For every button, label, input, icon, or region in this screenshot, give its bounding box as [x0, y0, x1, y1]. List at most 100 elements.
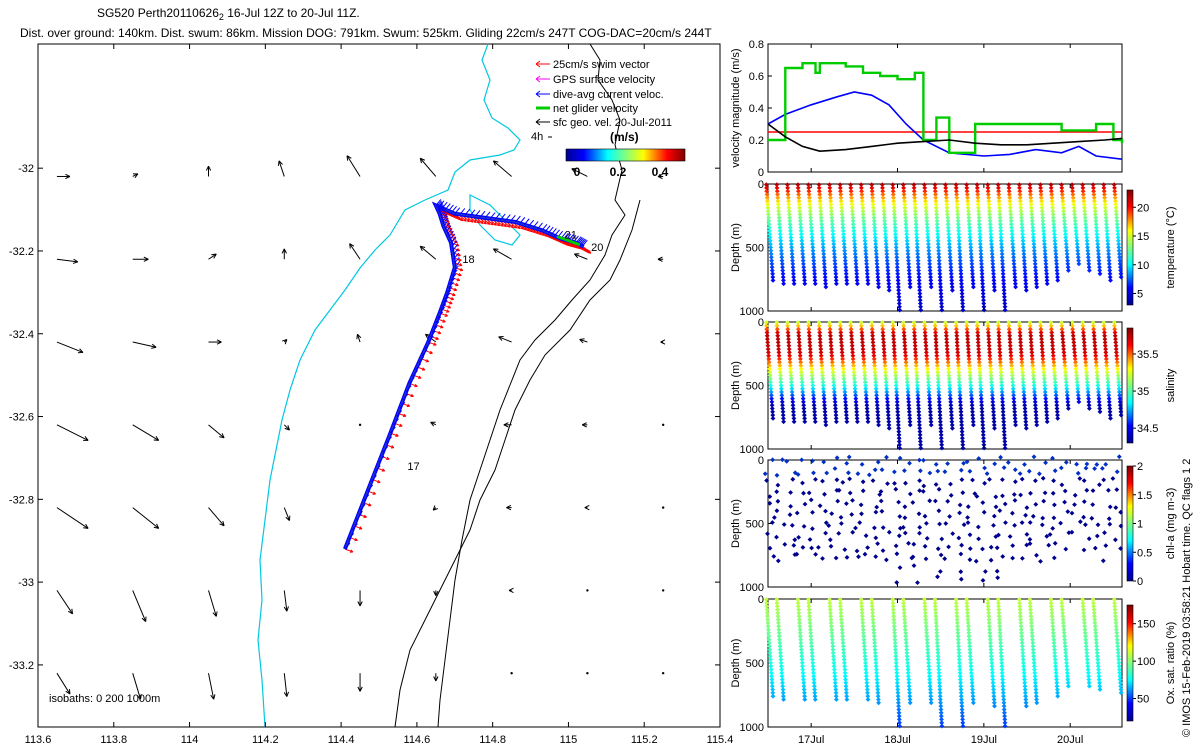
- profile-dot: [893, 373, 899, 378]
- profile-dot: [965, 613, 971, 619]
- profile-dot: [1012, 274, 1018, 280]
- profile-dot: [788, 373, 794, 378]
- profile-dot: [1050, 525, 1056, 531]
- profile-dot: [938, 707, 944, 712]
- swim-vector-head: [349, 549, 354, 553]
- profile-dot: [912, 336, 918, 342]
- profile-dot: [960, 445, 966, 451]
- profile-dot: [833, 281, 839, 287]
- profile-dot: [906, 687, 912, 692]
- profile-dot: [933, 620, 939, 626]
- profile-dot: [1093, 633, 1099, 639]
- dive-avg-current-vector: [454, 207, 461, 215]
- profile-dot: [902, 627, 908, 633]
- profile-dot: [991, 690, 997, 696]
- profile-dot: [873, 535, 879, 541]
- profile-dot: [939, 720, 945, 726]
- profile-dot: [1022, 462, 1027, 467]
- profile-dot: [893, 386, 899, 392]
- profile-dot: [885, 406, 891, 411]
- profile-dot: [968, 660, 974, 666]
- profile-dot: [970, 274, 976, 280]
- profile-dot: [849, 346, 855, 352]
- profile-dot: [797, 356, 803, 362]
- profile-dot: [833, 555, 839, 561]
- profile-dot: [917, 301, 923, 306]
- profile-dot: [879, 467, 885, 473]
- surface-vector-dot: [661, 589, 665, 592]
- profile-dot: [978, 386, 984, 392]
- profile-dot: [935, 546, 941, 552]
- profile-dot: [1017, 336, 1023, 342]
- swim-vector-head: [440, 325, 444, 329]
- profile-dot: [969, 258, 975, 264]
- profile-dot: [1027, 520, 1033, 525]
- profile-dot: [774, 508, 780, 514]
- surface-vector-head: [216, 339, 222, 345]
- profile-dot: [917, 530, 922, 536]
- profile-dot: [879, 320, 885, 326]
- profile-dot: [913, 353, 919, 359]
- profile-dot: [871, 637, 877, 643]
- profile-dot: [998, 640, 1004, 646]
- profile-dot: [893, 657, 899, 662]
- profile-dot: [833, 412, 839, 418]
- profile-dot: [988, 640, 993, 646]
- profile-dot: [1062, 637, 1068, 643]
- profile-dot: [1054, 683, 1060, 689]
- profile-dot: [853, 396, 859, 402]
- profile-dot: [774, 182, 780, 188]
- profile-dot: [778, 241, 784, 247]
- profile-dot: [958, 569, 964, 575]
- profile-dot: [992, 703, 997, 709]
- profile-dot: [765, 620, 771, 626]
- profile-dot: [818, 356, 824, 362]
- profile-dot: [928, 700, 934, 706]
- profile-dot: [801, 687, 807, 692]
- profile-dot: [966, 633, 972, 639]
- profile-dot: [797, 208, 803, 214]
- profile-dot: [1023, 697, 1029, 702]
- profile-dot: [807, 346, 813, 352]
- profile-dot: [1118, 690, 1124, 696]
- profile-dot: [954, 201, 960, 207]
- dive-avg-current-vector: [446, 286, 453, 293]
- surface-vector: [56, 258, 78, 263]
- profile-dot: [1019, 640, 1025, 646]
- colorbar-tick-label: 35: [1137, 386, 1149, 398]
- profile-dot: [985, 600, 991, 606]
- profile-dot: [955, 633, 961, 639]
- profile-dot: [1092, 620, 1098, 626]
- surface-vector-head: [503, 422, 509, 428]
- depth-tick-label: 0: [758, 455, 764, 467]
- profile-dot: [828, 336, 834, 342]
- day-label: 17: [407, 461, 419, 473]
- profile-dot: [833, 274, 839, 280]
- profile-dot: [883, 379, 889, 385]
- surface-vector-head: [433, 590, 439, 596]
- map-xtick-label: 115: [560, 734, 578, 746]
- swim-vector-head: [493, 222, 497, 226]
- profile-dot: [786, 198, 791, 204]
- profile-dot: [954, 613, 960, 619]
- dive-avg-current-vector: [504, 214, 511, 221]
- profile-dot: [896, 707, 902, 712]
- profile-dot: [956, 657, 962, 662]
- profile-dot: [904, 657, 910, 662]
- profile-dot: [1032, 673, 1038, 679]
- colorbar-tick-label: 10: [1137, 260, 1149, 272]
- dive-avg-current-vector: [441, 215, 448, 223]
- swim-vector-head: [435, 336, 439, 341]
- profile-dot: [851, 369, 857, 375]
- profile-dot: [1096, 673, 1102, 679]
- profile-dot: [785, 185, 791, 191]
- profile-dot: [808, 640, 814, 646]
- profile-dot: [807, 623, 813, 629]
- profile-dot: [1117, 680, 1123, 686]
- profile-dot: [860, 627, 866, 633]
- profile-dot: [802, 693, 808, 699]
- profile-dot: [999, 386, 1005, 392]
- surface-vector: [132, 507, 160, 529]
- profile-dot: [1052, 660, 1058, 666]
- profile-dot: [997, 215, 1003, 221]
